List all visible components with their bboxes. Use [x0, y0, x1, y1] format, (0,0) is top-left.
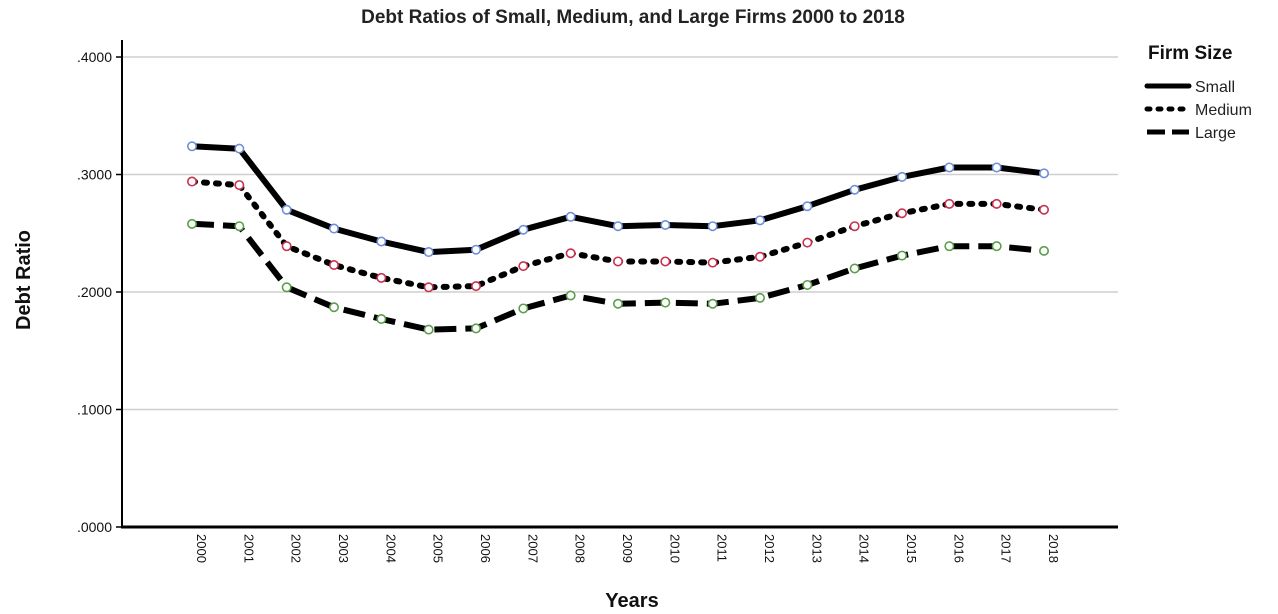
- legend: Firm Size Small Medium Large: [1144, 43, 1252, 142]
- data-point-medium: [470, 281, 481, 292]
- legend-title: Firm Size: [1148, 43, 1232, 64]
- y-tick-label: .1000: [77, 402, 112, 418]
- y-tick-label: .4000: [77, 49, 112, 65]
- data-point-small: [896, 171, 907, 182]
- data-point-large: [991, 241, 1002, 252]
- data-point-medium: [281, 241, 292, 252]
- data-point-medium: [754, 251, 765, 262]
- data-point-small: [612, 221, 623, 232]
- series-line-small: [189, 143, 1047, 256]
- data-point-large: [281, 282, 292, 293]
- data-point-small: [1039, 168, 1050, 179]
- data-point-small: [660, 220, 671, 231]
- x-tick-label: 2008: [573, 534, 588, 563]
- x-tick-label: 2002: [289, 534, 304, 563]
- data-point-small: [944, 162, 955, 173]
- x-tick-label: 2018: [1046, 534, 1061, 563]
- data-point-medium: [612, 256, 623, 267]
- x-tick-label: 2006: [478, 534, 493, 563]
- x-tick-label: 2001: [241, 534, 256, 563]
- y-axis-ticks: .0000 .1000 .2000 .3000 .4000: [77, 49, 112, 535]
- y-tick-label: .0000: [77, 519, 112, 535]
- y-axis-label: Debt Ratio: [13, 230, 35, 330]
- data-point-small: [328, 223, 339, 234]
- data-point-small: [470, 244, 481, 255]
- legend-label-small: Small: [1195, 79, 1235, 96]
- data-point-small: [565, 211, 576, 222]
- chart-title: Debt Ratios of Small, Medium, and Large …: [361, 7, 905, 28]
- x-tick-label: 2015: [904, 534, 919, 563]
- data-point-medium: [1039, 204, 1050, 215]
- data-point-small: [518, 224, 529, 235]
- data-point-small: [234, 143, 245, 154]
- x-tick-label: 2011: [715, 534, 730, 562]
- data-point-large: [423, 324, 434, 335]
- x-tick-label: 2012: [762, 534, 777, 563]
- data-point-small: [187, 141, 198, 152]
- x-tick-label: 2005: [431, 534, 446, 563]
- x-tick-label: 2016: [951, 534, 966, 563]
- data-point-large: [896, 250, 907, 261]
- data-point-medium: [849, 221, 860, 232]
- data-point-small: [707, 221, 718, 232]
- series-line-medium: [189, 178, 1047, 291]
- x-tick-label: 2004: [383, 534, 398, 563]
- data-point-small: [376, 236, 387, 247]
- x-tick-label: 2010: [667, 534, 682, 563]
- data-point-small: [991, 162, 1002, 173]
- data-point-small: [802, 201, 813, 212]
- gridlines: [116, 56, 1118, 528]
- data-point-medium: [565, 248, 576, 259]
- data-point-small: [849, 184, 860, 195]
- data-point-medium: [896, 208, 907, 219]
- data-point-medium: [518, 261, 529, 272]
- x-tick-label: 2007: [525, 534, 540, 563]
- legend-label-medium: Medium: [1195, 102, 1252, 119]
- data-point-medium: [707, 257, 718, 268]
- data-point-large: [660, 297, 671, 308]
- y-tick-label: .2000: [77, 284, 112, 300]
- data-point-medium: [802, 237, 813, 248]
- data-point-small: [754, 215, 765, 226]
- data-point-medium: [328, 259, 339, 270]
- x-tick-label: 2014: [857, 534, 872, 563]
- x-tick-label: 2009: [620, 534, 635, 563]
- data-point-large: [328, 302, 339, 313]
- data-point-medium: [423, 282, 434, 293]
- data-point-large: [187, 218, 198, 229]
- data-point-large: [849, 263, 860, 274]
- data-point-large: [565, 290, 576, 301]
- data-point-medium: [187, 176, 198, 187]
- data-point-large: [470, 323, 481, 334]
- series-markers: [187, 141, 1050, 335]
- data-point-large: [802, 279, 813, 290]
- data-point-large: [376, 314, 387, 325]
- data-point-medium: [376, 272, 387, 283]
- x-tick-label: 2003: [336, 534, 351, 563]
- data-point-large: [1039, 245, 1050, 256]
- series-line-large: [191, 220, 1045, 333]
- data-point-large: [612, 298, 623, 309]
- x-axis-label: Years: [605, 590, 658, 612]
- x-tick-label: 2013: [809, 534, 824, 563]
- data-point-large: [518, 303, 529, 314]
- data-point-medium: [234, 180, 245, 191]
- x-axis-ticks: 2000 2001 2002 2003 2004 2005 2006 2007 2008 2009…: [194, 534, 1061, 563]
- legend-label-large: Large: [1195, 125, 1236, 142]
- x-tick-label: 2000: [194, 534, 209, 563]
- y-tick-label: .3000: [77, 167, 112, 183]
- data-point-small: [423, 247, 434, 258]
- data-point-medium: [944, 198, 955, 209]
- data-point-large: [707, 298, 718, 309]
- data-point-small: [281, 204, 292, 215]
- data-point-large: [234, 221, 245, 232]
- data-point-large: [754, 292, 765, 303]
- data-point-medium: [660, 256, 671, 267]
- x-tick-label: 2017: [999, 534, 1014, 563]
- data-point-medium: [991, 198, 1002, 209]
- data-point-large: [944, 241, 955, 252]
